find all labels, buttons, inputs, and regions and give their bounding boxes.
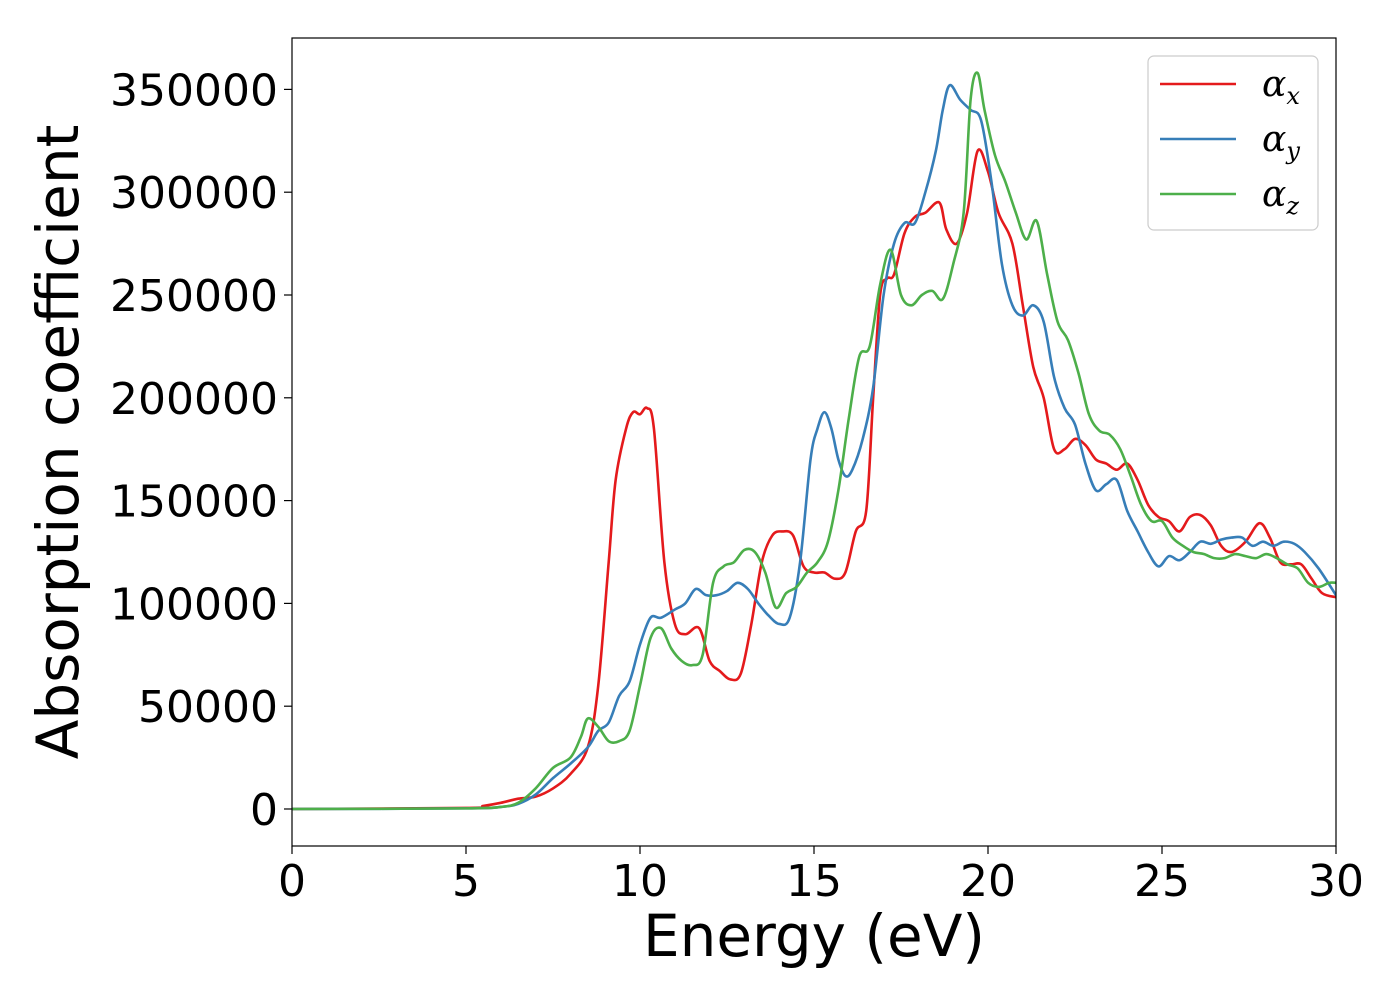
x-tick-label-0: 0 (278, 856, 306, 907)
x-tick-label-5: 25 (1134, 856, 1190, 907)
legend-symbol: α (1262, 174, 1286, 215)
y-tick-label-1: 50000 (138, 682, 278, 733)
plot-frame (291, 37, 1337, 847)
y-tick-label-3: 150000 (110, 477, 278, 528)
legend-symbol: α (1262, 119, 1286, 160)
legend-subscript: z (1285, 192, 1299, 220)
series-lines (292, 71, 1336, 811)
x-tick-label-6: 30 (1308, 856, 1364, 907)
x-tick-label-4: 20 (960, 856, 1016, 907)
y-tick-label-7: 350000 (110, 65, 278, 116)
legend-subscript: x (1286, 82, 1300, 110)
x-tick-label-1: 5 (452, 856, 480, 907)
legend-subscript: y (1285, 137, 1300, 165)
legend-label-alpha-y: αy (1262, 119, 1300, 165)
y-tick-label-5: 250000 (110, 271, 278, 322)
y-tick-labels: 0 50000 100000 150000 200000 250000 300000 3500… (110, 65, 278, 836)
series-line-alpha-z (292, 71, 1336, 811)
y-tick-label-0: 0 (250, 785, 278, 836)
plot-area (292, 71, 1336, 811)
y-tick-label-4: 200000 (110, 374, 278, 425)
x-tick-label-3: 15 (786, 856, 842, 907)
series-line-alpha-y (292, 83, 1336, 811)
y-axis-label: Absorption coefficient (24, 125, 92, 760)
legend-label-alpha-x: αx (1262, 64, 1300, 110)
x-axis-label: Energy (eV) (643, 902, 985, 970)
series-line-alpha-x (292, 148, 1336, 811)
y-tick-label-6: 300000 (110, 168, 278, 219)
legend-label-alpha-z: αz (1262, 174, 1299, 220)
legend-box (1147, 55, 1319, 231)
legend-symbol: α (1262, 64, 1286, 105)
x-tick-label-2: 10 (612, 856, 668, 907)
axis-ticks (284, 88, 1337, 854)
y-tick-label-2: 100000 (110, 579, 278, 630)
x-tick-labels: 0 5 10 15 20 25 30 (278, 856, 1364, 907)
